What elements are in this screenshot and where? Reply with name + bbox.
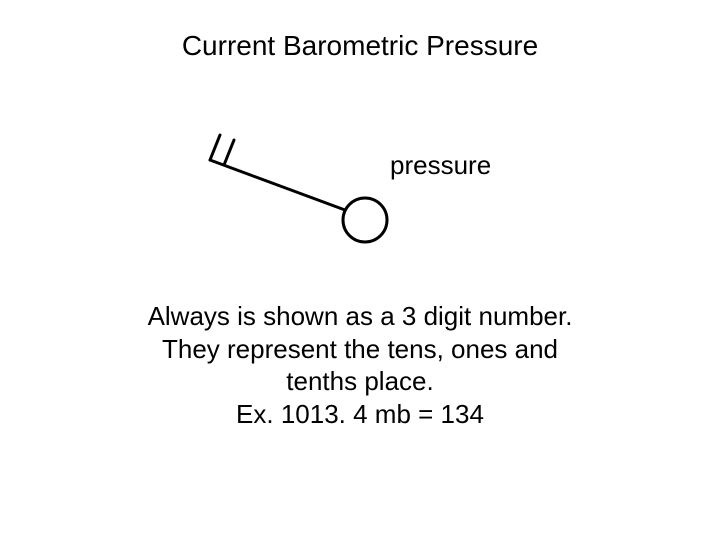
wind-shaft — [210, 160, 345, 210]
wind-barb-2 — [224, 140, 234, 165]
body-line-4: Ex. 1013. 4 mb = 134 — [0, 398, 720, 431]
slide-title: Current Barometric Pressure — [0, 30, 720, 62]
pressure-label: pressure — [390, 150, 491, 181]
station-circle — [343, 198, 387, 242]
body-line-1: Always is shown as a 3 digit number. — [0, 300, 720, 333]
body-line-3: tenths place. — [0, 365, 720, 398]
wind-barb-1 — [210, 135, 220, 160]
body-line-2: They represent the tens, ones and — [0, 333, 720, 366]
explanation-text: Always is shown as a 3 digit number. The… — [0, 300, 720, 430]
station-model-icon — [190, 130, 400, 260]
slide-stage: Current Barometric Pressure pressure Alw… — [0, 0, 720, 540]
